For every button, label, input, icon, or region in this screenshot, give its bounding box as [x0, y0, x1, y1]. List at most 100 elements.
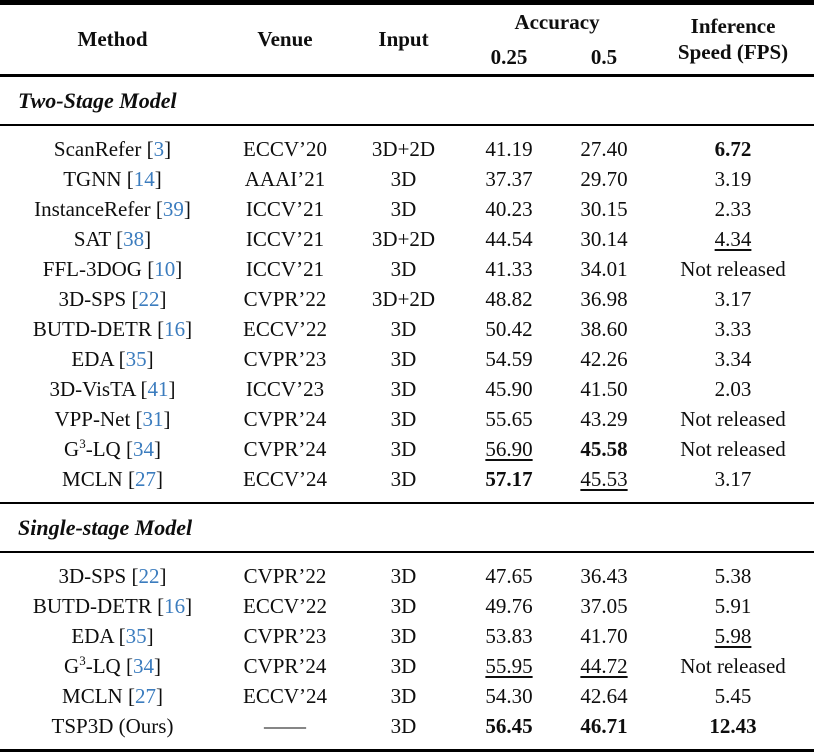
venue-cell: ECCV’22	[243, 316, 327, 341]
citation-link[interactable]: 16	[164, 593, 186, 618]
fps-cell: 6.72	[714, 136, 752, 161]
accuracy-025-cell: 56.90	[485, 436, 533, 461]
citation-link[interactable]: 35	[125, 346, 147, 371]
venue-cell: CVPR’24	[243, 406, 327, 431]
input-cell: 3D	[390, 683, 417, 708]
venue-cell: CVPR’23	[243, 346, 327, 371]
accuracy-025-cell: 50.42	[485, 316, 533, 341]
fps-cell: 5.38	[714, 563, 752, 588]
table-row: BUTD-DETR [16] ECCV’22 3D 50.42 38.60 3.33	[0, 314, 814, 344]
accuracy-05-cell: 29.70	[580, 166, 628, 191]
input-cell: 3D	[390, 346, 417, 371]
accuracy-05-cell: 36.98	[580, 286, 628, 311]
citation-link[interactable]: 39	[162, 196, 184, 221]
accuracy-025-cell: 49.76	[485, 593, 533, 618]
input-cell: 3D	[390, 653, 417, 678]
input-cell: 3D+2D	[371, 136, 436, 161]
fps-cell: Not released	[680, 653, 786, 678]
table-row: InstanceRefer [39] ICCV’21 3D 40.23 30.15 2.3…	[0, 194, 814, 224]
input-cell: 3D	[390, 623, 417, 648]
method-cell: InstanceRefer [39]	[34, 196, 191, 221]
input-cell: 3D	[390, 256, 417, 281]
table-row: VPP-Net [31] CVPR’24 3D 55.65 43.29 Not relea…	[0, 404, 814, 434]
accuracy-05-cell: 41.50	[580, 376, 628, 401]
venue-cell: ICCV’21	[245, 226, 325, 251]
method-cell: 3D-VisTA [41]	[49, 376, 176, 401]
accuracy-025-cell: 48.82	[485, 286, 533, 311]
method-cell: G3-LQ [34]	[64, 652, 161, 678]
citation-link[interactable]: 14	[133, 166, 155, 191]
accuracy-025-cell: 53.83	[485, 623, 533, 648]
citation-link[interactable]: 10	[154, 256, 176, 281]
accuracy-05-cell: 30.14	[580, 226, 628, 251]
citation-link[interactable]: 35	[125, 623, 147, 648]
inference-speed-column-header: Inference Speed (FPS)	[652, 3, 814, 76]
method-cell: 3D-SPS [22]	[58, 286, 167, 311]
accuracy-05-cell: 36.43	[580, 563, 628, 588]
accuracy-05-header: 0.5	[590, 44, 618, 69]
accuracy-05-cell: 42.26	[580, 346, 628, 371]
inference-header-line1: Inference	[690, 14, 776, 39]
table-row: ScanRefer [3] ECCV’20 3D+2D 41.19 27.40 6.72	[0, 134, 814, 164]
input-cell: 3D	[390, 166, 417, 191]
method-cell: EDA [35]	[71, 623, 154, 648]
table-body: Two-Stage Model ScanRefer [3] ECCV’20 3D+2D…	[0, 74, 814, 752]
citation-link[interactable]: 16	[164, 316, 186, 341]
venue-cell: CVPR’23	[243, 623, 327, 648]
fps-cell: 2.03	[714, 376, 752, 401]
citation-link[interactable]: 31	[142, 406, 164, 431]
input-cell: 3D	[390, 436, 417, 461]
accuracy-025-cell: 47.65	[485, 563, 533, 588]
accuracy-025-cell: 54.59	[485, 346, 533, 371]
method-cell: 3D-SPS [22]	[58, 563, 167, 588]
table-row: TSP3D (Ours) —— 3D 56.45 46.71 12.43	[0, 711, 814, 741]
accuracy-05-cell: 45.53	[580, 466, 628, 491]
spacer-row	[0, 741, 814, 752]
section-title: Two-Stage Model	[0, 74, 814, 126]
method-cell: TGNN [14]	[63, 166, 162, 191]
method-cell: MCLN [27]	[62, 466, 163, 491]
citation-link[interactable]: 22	[138, 286, 160, 311]
spacer-row	[0, 552, 814, 561]
venue-cell: ——	[264, 713, 306, 738]
section-header-row: Single-stage Model	[0, 502, 814, 553]
accuracy-025-cell: 55.65	[485, 406, 533, 431]
method-cell: G3-LQ [34]	[64, 435, 161, 461]
accuracy-05-cell: 43.29	[580, 406, 628, 431]
venue-cell: ICCV’23	[245, 376, 325, 401]
input-cell: 3D	[390, 406, 417, 431]
accuracy-025-cell: 37.37	[485, 166, 533, 191]
accuracy-025-cell: 57.17	[485, 466, 533, 491]
table-row: MCLN [27] ECCV’24 3D 57.17 45.53 3.17	[0, 464, 814, 494]
accuracy-05-cell: 46.71	[580, 713, 628, 738]
accuracy-05-cell: 44.72	[580, 653, 628, 678]
accuracy-05-cell: 45.58	[580, 436, 628, 461]
citation-link[interactable]: 41	[147, 376, 169, 401]
citation-link[interactable]: 22	[138, 563, 160, 588]
venue-cell: CVPR’24	[243, 653, 327, 678]
venue-cell: ECCV’20	[243, 136, 327, 161]
input-cell: 3D+2D	[371, 226, 436, 251]
fps-cell: 2.33	[714, 196, 752, 221]
table-row: TGNN [14] AAAI’21 3D 37.37 29.70 3.19	[0, 164, 814, 194]
table-row: 3D-SPS [22] CVPR’22 3D+2D 48.82 36.98 3.17	[0, 284, 814, 314]
fps-cell: Not released	[680, 256, 786, 281]
accuracy-05-cell: 41.70	[580, 623, 628, 648]
input-cell: 3D	[390, 466, 417, 491]
citation-link[interactable]: 34	[132, 436, 154, 461]
citation-link[interactable]: 38	[123, 226, 145, 251]
input-cell: 3D	[390, 376, 417, 401]
fps-cell: 3.19	[714, 166, 752, 191]
citation-link[interactable]: 27	[134, 683, 156, 708]
citation-link[interactable]: 3	[153, 136, 165, 161]
accuracy-025-cell: 45.90	[485, 376, 533, 401]
citation-link[interactable]: 27	[134, 466, 156, 491]
accuracy-05-cell: 38.60	[580, 316, 628, 341]
input-cell: 3D	[390, 316, 417, 341]
table-row: SAT [38] ICCV’21 3D+2D 44.54 30.14 4.34	[0, 224, 814, 254]
venue-cell: CVPR’22	[243, 286, 327, 311]
fps-cell: 4.34	[714, 226, 752, 251]
superscript-3: 3	[79, 652, 86, 668]
citation-link[interactable]: 34	[132, 653, 154, 678]
